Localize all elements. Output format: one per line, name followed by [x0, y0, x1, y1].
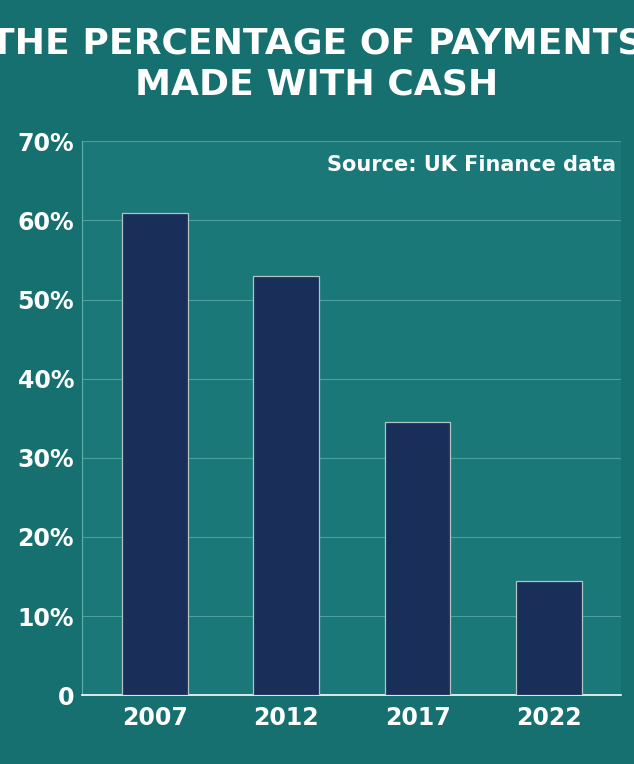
Bar [254, 276, 319, 695]
Bar [385, 422, 450, 695]
Bar [122, 212, 188, 695]
Text: THE PERCENTAGE OF PAYMENTS
MADE WITH CASH: THE PERCENTAGE OF PAYMENTS MADE WITH CAS… [0, 27, 634, 102]
Text: Source: UK Finance data: Source: UK Finance data [327, 155, 616, 175]
Bar [516, 581, 582, 695]
